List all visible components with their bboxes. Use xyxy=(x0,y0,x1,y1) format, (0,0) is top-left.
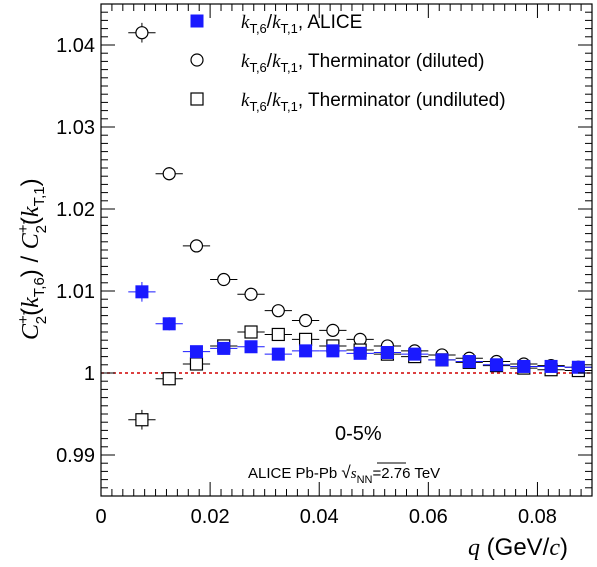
legend-marker xyxy=(190,53,204,67)
data-point xyxy=(135,413,149,427)
data-point xyxy=(490,358,504,372)
data-point xyxy=(244,287,258,301)
data-point xyxy=(189,345,203,359)
data-point xyxy=(162,317,176,331)
tick-labels: 0 0.02 0.04 0.06 0.08 0.99 1 1.01 1.02 1.03 1.04 xyxy=(56,35,557,528)
x-tick-label: 0.08 xyxy=(518,506,557,528)
legend: kT,6/kT,1, ALICE kT,6/kT,1, Therminator … xyxy=(190,12,506,114)
data-points-group xyxy=(128,22,592,430)
x-tick-label: 0 xyxy=(95,506,106,528)
x-axis-title: q (GeV/c) xyxy=(468,534,568,561)
x-tick-label: 0.06 xyxy=(409,506,448,528)
data-point xyxy=(189,239,204,253)
collision-system-label: ALICE Pb-Pb √sNN=2.76 TeV xyxy=(248,463,440,486)
data-point xyxy=(244,340,258,354)
data-point xyxy=(544,359,558,373)
legend-marker xyxy=(190,14,204,28)
data-point xyxy=(271,304,285,318)
series-0 xyxy=(128,281,592,374)
data-point xyxy=(298,332,313,346)
data-point xyxy=(435,353,449,367)
data-point xyxy=(380,346,394,359)
data-point xyxy=(162,372,176,386)
data-point xyxy=(326,323,340,337)
collision-system-energy: =2.76 TeV xyxy=(372,465,440,482)
data-point xyxy=(217,272,231,287)
data-point xyxy=(571,360,585,374)
legend-entry-alice: kT,6/kT,1, ALICE xyxy=(241,12,362,36)
series-1 xyxy=(128,22,592,374)
legend-markers xyxy=(190,14,204,106)
data-point xyxy=(353,346,367,360)
data-point xyxy=(271,347,285,361)
legend-marker xyxy=(190,92,204,106)
y-tick-label: 1.04 xyxy=(56,35,95,57)
y-axis-title: C+-2(kT,6) / C+-2(kT,1) xyxy=(15,178,50,340)
y-tick-label: 1.02 xyxy=(56,199,95,221)
legend-entry-therminator-undiluted: kT,6/kT,1, Therminator (undiluted) xyxy=(241,90,506,114)
data-point xyxy=(189,357,204,371)
data-point xyxy=(271,327,285,342)
legend-entry-therminator-diluted: kT,6/kT,1, Therminator (diluted) xyxy=(241,51,484,75)
y-tick-label: 0.99 xyxy=(56,445,95,467)
data-point xyxy=(462,355,476,369)
centrality-label: 0-5% xyxy=(335,423,382,445)
data-point xyxy=(162,167,176,181)
data-point xyxy=(135,26,149,40)
data-point xyxy=(217,341,231,355)
x-tick-label: 0.04 xyxy=(300,506,339,528)
data-point xyxy=(517,359,531,373)
y-tick-label: 1 xyxy=(84,363,95,385)
x-tick-label: 0.02 xyxy=(191,506,230,528)
collision-system-prefix: ALICE Pb-Pb xyxy=(248,465,341,482)
data-point xyxy=(135,285,149,299)
y-tick-label: 1.01 xyxy=(56,281,95,303)
data-point xyxy=(326,344,340,358)
data-point xyxy=(299,344,313,358)
tick-marks xyxy=(100,3,593,497)
data-point xyxy=(244,325,258,339)
data-point xyxy=(298,313,313,328)
data-point xyxy=(408,347,422,361)
y-tick-label: 1.03 xyxy=(56,117,95,139)
